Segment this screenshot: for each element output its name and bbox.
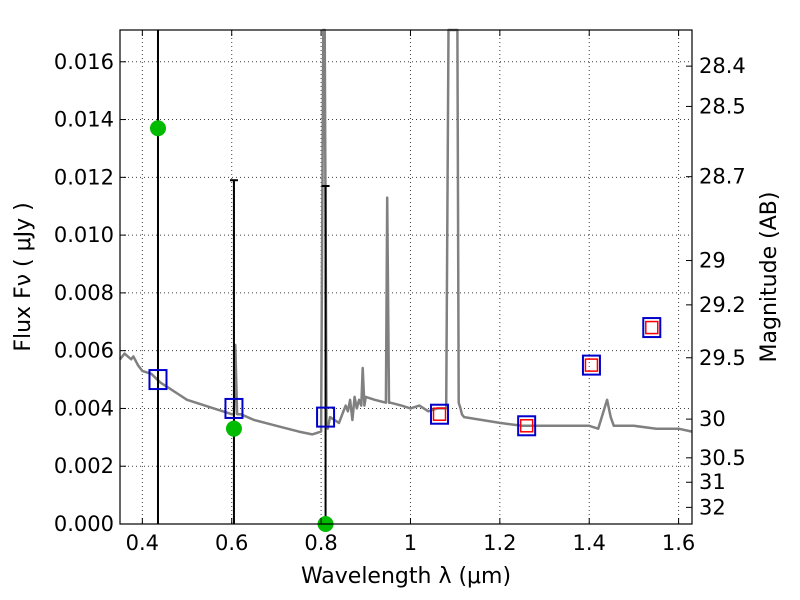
y-tick-label: 0.008 bbox=[54, 281, 114, 305]
grid-layer bbox=[120, 30, 692, 525]
y2-tick-label: 32 bbox=[699, 495, 726, 519]
y2-tick-label: 29.5 bbox=[699, 346, 746, 370]
y-tick-label: 0.016 bbox=[54, 50, 114, 74]
y2-tick-label: 30.5 bbox=[699, 446, 746, 470]
x-tick-label: 1.4 bbox=[573, 531, 606, 555]
y-tick-label: 0.006 bbox=[54, 339, 114, 363]
model-points-layer bbox=[148, 317, 662, 437]
template-spectrum-line bbox=[119, 28, 693, 436]
model-flux-square bbox=[224, 397, 244, 419]
y-tick-label: 0.000 bbox=[54, 512, 114, 536]
y2-tick-label: 29.2 bbox=[699, 293, 746, 317]
template-spectrum-layer bbox=[119, 28, 693, 436]
x-tick-label: 1.6 bbox=[662, 531, 695, 555]
y2-tick-label: 29 bbox=[699, 249, 726, 273]
y2-tick-label: 28.4 bbox=[699, 54, 746, 78]
tick-layer bbox=[120, 30, 692, 525]
x-tick-label: 1.2 bbox=[483, 531, 516, 555]
model-flux-square bbox=[148, 369, 168, 391]
y2-tick-label: 28.5 bbox=[699, 94, 746, 118]
x-tick-label: 0.6 bbox=[215, 531, 248, 555]
model-flux-square bbox=[581, 354, 601, 376]
model-flux-square bbox=[430, 403, 450, 425]
model-inner-square bbox=[584, 358, 599, 372]
plot-frame bbox=[119, 29, 693, 525]
y-tick-label: 0.004 bbox=[54, 396, 114, 420]
y-axis-title: Flux Fν ( μJy ) bbox=[11, 202, 36, 351]
tick-label-layer: 0.4 0.6 0.8 1 1.2 1.4 1.6 0.000 0.002 0.004 0.006 0… bbox=[54, 50, 746, 555]
x-tick-label: 0.4 bbox=[126, 531, 159, 555]
observed-flux-point bbox=[225, 420, 242, 437]
model-inner-square bbox=[432, 407, 447, 421]
y2-tick-label: 30 bbox=[699, 407, 726, 431]
y-tick-label: 0.010 bbox=[54, 223, 114, 247]
model-inner-square bbox=[519, 419, 534, 433]
y2-axis-title: Magnitude (AB) bbox=[757, 192, 782, 363]
observed-flux-point bbox=[149, 120, 166, 137]
y2-tick-label: 28.7 bbox=[699, 165, 746, 189]
model-inner-square bbox=[645, 320, 659, 335]
observed-points-layer bbox=[149, 120, 334, 532]
y2-tick-label: 31 bbox=[699, 470, 726, 494]
y-tick-label: 0.014 bbox=[54, 108, 114, 132]
x-tick-label: 1 bbox=[404, 531, 417, 555]
errorbar-layer bbox=[156, 30, 330, 524]
y-tick-label: 0.012 bbox=[54, 165, 114, 189]
model-flux-square bbox=[642, 317, 662, 339]
y-tick-label: 0.002 bbox=[54, 454, 114, 478]
model-flux-square bbox=[316, 406, 336, 428]
model-flux-square bbox=[517, 415, 537, 437]
x-axis-title: Wavelength λ (μm) bbox=[301, 564, 511, 589]
x-tick-label: 0.8 bbox=[304, 531, 337, 555]
